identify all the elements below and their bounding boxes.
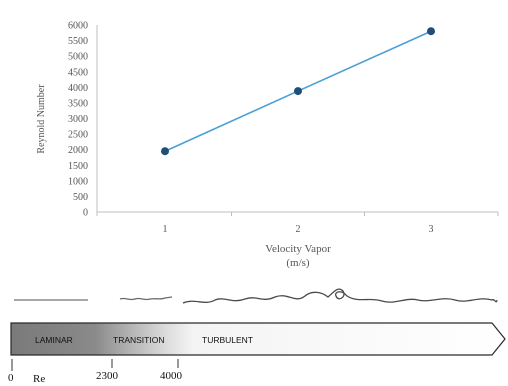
y-tick-label: 500 (73, 192, 88, 203)
y-tick-label: 4500 (68, 67, 88, 78)
regime-arrow (10, 322, 506, 356)
x-axis-label-line2: (m/s) (286, 257, 310, 269)
data-points (161, 27, 435, 156)
y-tick-label: 1000 (68, 176, 88, 187)
y-tick-label: 4000 (68, 83, 88, 94)
axis-name-re: Re (33, 373, 45, 385)
y-tick-label: 2500 (68, 130, 88, 141)
data-point (161, 147, 169, 156)
reynold-velocity-chart: 0 500 1000 1500 2000 2500 3000 3500 4000 4500 5000… (36, 21, 499, 269)
y-tick-labels: 0 500 1000 1500 2000 2500 3000 3500 4000 4500 5000… (68, 21, 88, 219)
y-tick-label: 0 (83, 208, 88, 219)
x-tick-marks (96, 212, 499, 216)
data-point (294, 87, 302, 96)
x-tick-label: 1 (163, 224, 168, 235)
y-axis-label: Reynold Number (36, 84, 47, 154)
y-tick-label: 3500 (68, 98, 88, 109)
axis-label-4000: 4000 (160, 370, 183, 382)
flow-regime-diagram: LAMINAR TRANSITION TURBULENT 0 Re 2300 4… (8, 288, 506, 385)
axis-label-2300: 2300 (96, 370, 119, 382)
y-tick-label: 2000 (68, 145, 88, 156)
x-tick-label: 3 (429, 224, 434, 235)
y-tick-label: 5000 (68, 52, 88, 63)
x-tick-labels: 1 2 3 (163, 224, 434, 235)
x-axis-label-line1: Velocity Vapor (265, 243, 331, 255)
y-tick-label: 6000 (68, 21, 88, 32)
y-tick-label: 1500 (68, 161, 88, 172)
turbulent-streamline (182, 288, 498, 304)
regime-turbulent-label: TURBULENT (202, 335, 253, 345)
data-point (427, 27, 435, 36)
axis-label-0: 0 (8, 372, 14, 384)
y-tick-label: 5500 (68, 36, 88, 47)
x-tick-label: 2 (296, 224, 301, 235)
y-tick-label: 3000 (68, 114, 88, 125)
transition-streamline (119, 296, 173, 301)
regime-laminar-label: LAMINAR (35, 335, 73, 345)
regime-transition-label: TRANSITION (113, 335, 164, 345)
